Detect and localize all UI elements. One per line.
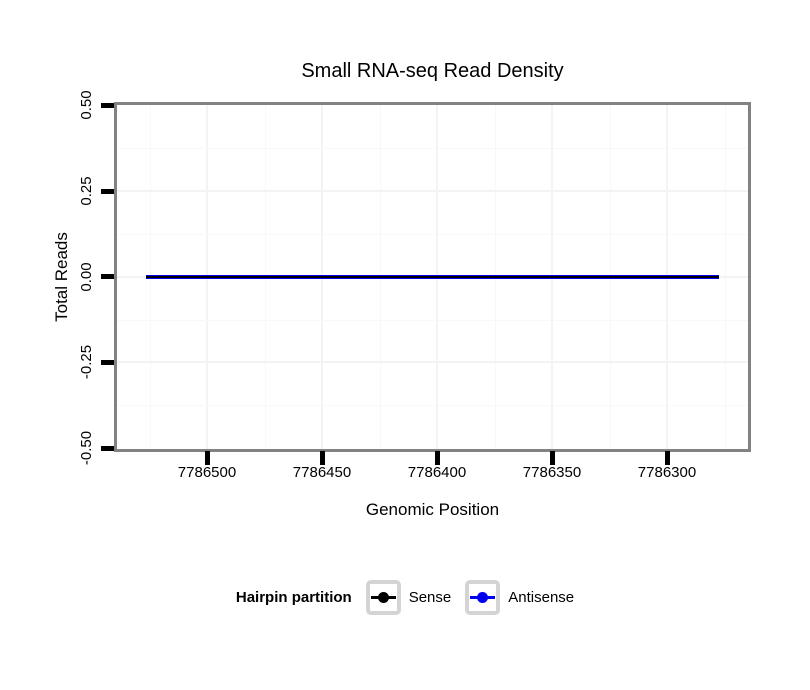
x-tick-label: 7786500 — [177, 464, 237, 481]
gridline-h-minor — [117, 319, 748, 321]
y-tick-label: 0.25 — [78, 176, 95, 206]
legend-item-antisense: Antisense — [465, 579, 575, 615]
chart-title: Small RNA-seq Read Density — [301, 60, 564, 82]
x-tick — [434, 451, 440, 465]
x-tick-label: 7786450 — [292, 464, 352, 481]
x-tick — [549, 451, 555, 465]
sense-point-glyph — [377, 591, 389, 603]
y-tick — [101, 102, 114, 108]
x-tick — [664, 451, 670, 465]
plot-panel — [114, 102, 751, 452]
y-tick-label: 0.00 — [78, 261, 95, 292]
gridline-h-major — [117, 361, 748, 363]
gridline-h-minor — [117, 148, 748, 149]
y-tick-label: -0.50 — [78, 430, 95, 466]
legend-label-antisense: Antisense — [508, 588, 575, 606]
gridline-h-major — [117, 190, 748, 192]
x-tick-label: 7786300 — [637, 464, 697, 481]
x-tick-label: 7786400 — [407, 464, 467, 481]
x-tick-label: 7786350 — [522, 464, 582, 481]
y-tick — [101, 274, 114, 279]
x-tick — [204, 451, 210, 465]
y-tick — [101, 359, 114, 365]
x-tick — [319, 451, 325, 465]
y-tick-label: 0.50 — [78, 90, 95, 120]
sense-series-line — [146, 275, 719, 278]
antisense-key-icon — [465, 579, 501, 615]
legend-item-sense: Sense — [365, 579, 452, 615]
gridline-h-minor — [117, 405, 748, 406]
y-axis-title: Total Reads — [52, 232, 71, 322]
y-tick — [101, 445, 114, 451]
legend: Hairpin partition Sense Antisense — [0, 576, 810, 618]
antisense-point-glyph — [477, 591, 489, 603]
legend-title: Hairpin partition — [235, 588, 352, 606]
legend-label-sense: Sense — [408, 588, 452, 606]
y-tick — [101, 188, 114, 194]
y-tick-label: -0.25 — [78, 344, 95, 380]
sense-key-icon — [365, 579, 401, 615]
x-axis-title: Genomic Position — [365, 500, 500, 519]
gridline-h-minor — [117, 234, 748, 235]
